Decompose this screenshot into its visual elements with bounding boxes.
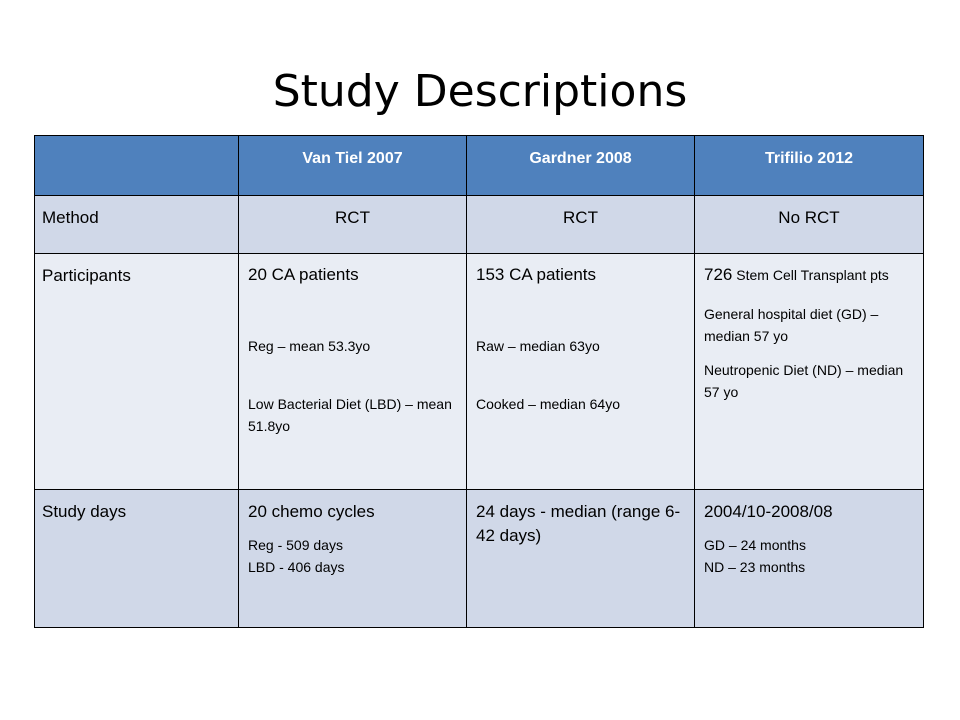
study-days-van-tiel: 20 chemo cycles Reg - 509 days LBD - 406… <box>238 489 467 628</box>
study-days-trifilio-line1: GD – 24 months <box>704 537 806 553</box>
method-trifilio: No RCT <box>694 195 924 254</box>
participants-van-tiel-main: 20 CA patients <box>248 265 359 284</box>
study-days-trifilio-line2: ND – 23 months <box>704 559 806 575</box>
table-row-study-days: Study days 20 chemo cycles Reg - 509 day… <box>34 489 924 628</box>
participants-trifilio-number: 726 <box>704 265 733 284</box>
participants-van-tiel: 20 CA patients Reg – mean 53.3yo Low Bac… <box>238 253 467 490</box>
participants-gardner: 153 CA patients Raw – median 63yo Cooked… <box>466 253 695 490</box>
participants-trifilio-text: Stem Cell Transplant pts <box>732 267 889 283</box>
header-gardner: Gardner 2008 <box>466 135 695 196</box>
participants-trifilio: 726 Stem Cell Transplant pts General hos… <box>694 253 924 490</box>
study-days-gardner: 24 days - median (range 6-42 days) <box>466 489 695 628</box>
study-days-trifilio: 2004/10-2008/08 GD – 24 months ND – 23 m… <box>694 489 924 628</box>
table-row-method: Method RCT RCT No RCT <box>34 195 924 254</box>
method-gardner: RCT <box>466 195 695 254</box>
header-empty-cell <box>34 135 239 196</box>
participants-trifilio-main: 726 Stem Cell Transplant pts <box>704 254 915 287</box>
study-days-trifilio-main: 2004/10-2008/08 <box>704 502 833 521</box>
study-days-van-tiel-main: 20 chemo cycles <box>248 502 375 521</box>
row-label-participants: Participants <box>34 253 239 490</box>
study-days-van-tiel-line1: Reg - 509 days <box>248 537 343 553</box>
participants-gardner-line2: Cooked – median 64yo <box>476 396 620 412</box>
method-van-tiel: RCT <box>238 195 467 254</box>
page-title: Study Descriptions <box>272 66 688 117</box>
participants-gardner-line1: Raw – median 63yo <box>476 338 600 354</box>
study-days-gardner-main: 24 days - median (range 6-42 days) <box>476 502 681 545</box>
header-van-tiel: Van Tiel 2007 <box>238 135 467 196</box>
participants-van-tiel-line2: Low Bacterial Diet (LBD) – mean 51.8yo <box>248 396 452 434</box>
table-header-row: Van Tiel 2007 Gardner 2008 Trifilio 2012 <box>34 135 924 196</box>
participants-gardner-main: 153 CA patients <box>476 265 597 284</box>
participants-van-tiel-line1: Reg – mean 53.3yo <box>248 338 371 354</box>
header-trifilio: Trifilio 2012 <box>694 135 924 196</box>
table-row-participants: Participants 20 CA patients Reg – mean 5… <box>34 253 924 490</box>
participants-trifilio-line1: General hospital diet (GD) – median 57 y… <box>704 306 879 344</box>
participants-trifilio-line2: Neutropenic Diet (ND) – median 57 yo <box>704 362 904 400</box>
study-table: Van Tiel 2007 Gardner 2008 Trifilio 2012… <box>34 135 924 628</box>
row-label-method: Method <box>34 195 239 254</box>
row-label-study-days: Study days <box>34 489 239 628</box>
study-days-van-tiel-line2: LBD - 406 days <box>248 559 345 575</box>
